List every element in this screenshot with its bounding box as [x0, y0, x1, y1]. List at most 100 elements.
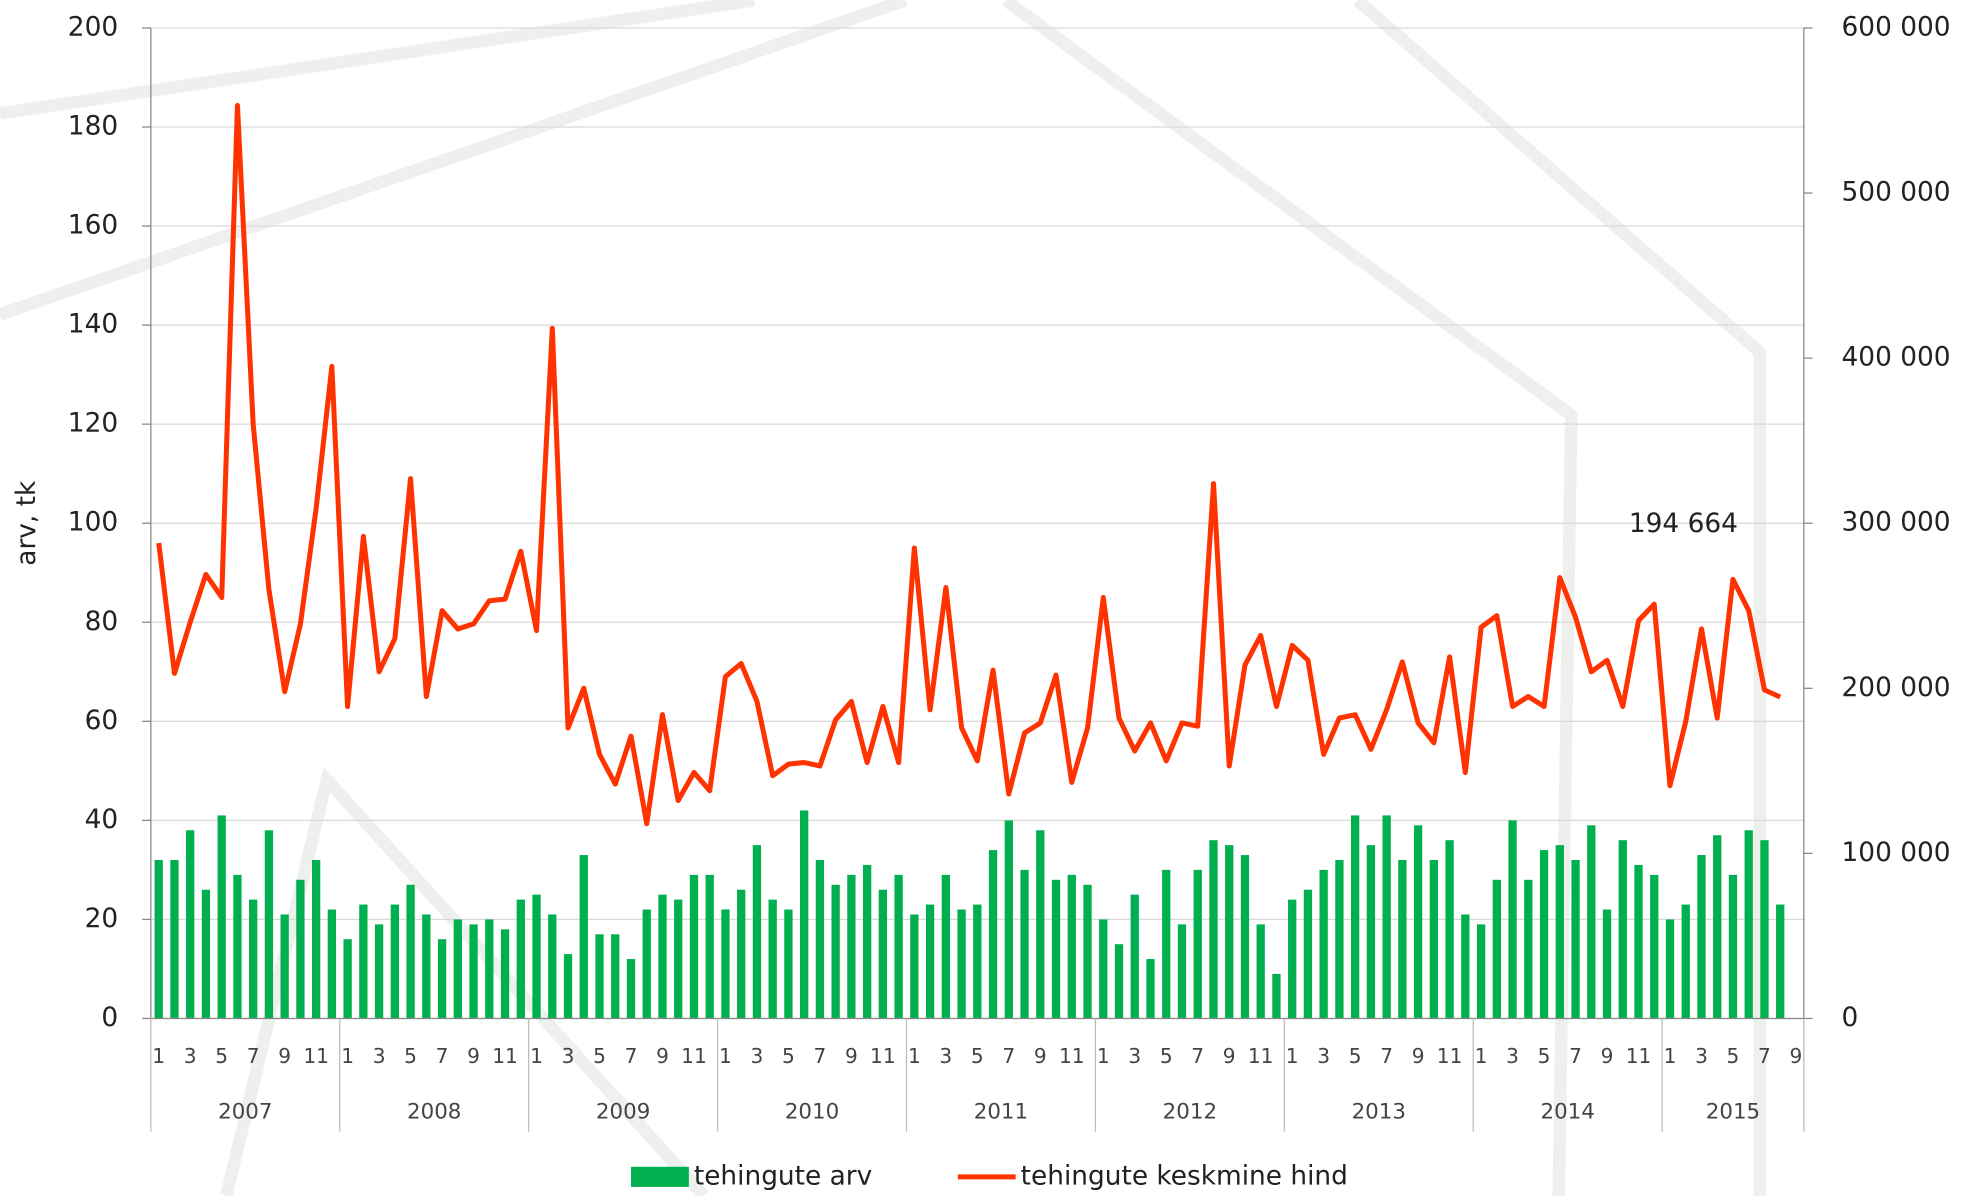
bar: [1114, 944, 1124, 1019]
bar: [1697, 855, 1706, 1019]
bar: [1351, 815, 1360, 1019]
data-label: 194 664: [1629, 509, 1738, 539]
bar: [1209, 840, 1218, 1019]
bar: [1225, 845, 1234, 1019]
bar: [1728, 874, 1738, 1019]
x-tick-label: 5: [593, 1044, 606, 1068]
bar: [831, 884, 840, 1019]
x-tick-label: 11: [681, 1044, 707, 1068]
bar: [280, 914, 289, 1019]
bar: [437, 939, 447, 1019]
y2-tick-label: 200 000: [1842, 673, 1951, 703]
background-pattern: [0, 0, 1767, 1200]
bar: [469, 924, 478, 1019]
x-tick-label: 3: [184, 1044, 197, 1068]
x-tick-label: 5: [1727, 1044, 1740, 1068]
bar: [815, 859, 825, 1019]
x-tick-label: 7: [625, 1044, 638, 1068]
bar: [1650, 874, 1659, 1019]
bar: [1681, 904, 1690, 1019]
bar: [563, 954, 573, 1019]
bar: [154, 859, 163, 1019]
bar: [390, 904, 400, 1019]
x-tick-label: 7: [436, 1044, 449, 1068]
x-tick-label: 1: [341, 1044, 354, 1068]
y2-tick-label: 600 000: [1842, 12, 1951, 42]
bar: [894, 874, 903, 1019]
bar: [768, 899, 777, 1019]
bar: [752, 845, 762, 1019]
bar: [1272, 973, 1281, 1019]
bar: [453, 919, 462, 1019]
bar: [485, 919, 494, 1019]
bar: [422, 914, 431, 1019]
bar: [264, 830, 274, 1019]
x-tick-label: 5: [215, 1044, 228, 1068]
bar: [359, 904, 368, 1019]
bar: [1398, 859, 1407, 1019]
x-tick-label: 7: [247, 1044, 260, 1068]
y2-tick-label: 300 000: [1842, 508, 1951, 538]
bar: [1571, 859, 1580, 1019]
x-tick-label: 11: [1059, 1044, 1085, 1068]
x-tick-label: 11: [1626, 1044, 1652, 1068]
y-tick-label: 160: [68, 211, 118, 241]
x-tick-label: 5: [404, 1044, 417, 1068]
bar: [988, 850, 998, 1019]
bar: [1366, 845, 1376, 1019]
bar: [626, 959, 636, 1019]
bar: [1587, 825, 1596, 1019]
x-tick-label: 11: [1437, 1044, 1463, 1068]
bar: [1099, 919, 1108, 1019]
bar: [579, 855, 588, 1019]
bar: [705, 874, 714, 1019]
bar: [957, 909, 966, 1019]
x-group-label: 2011: [974, 1100, 1028, 1125]
bar: [1539, 850, 1549, 1019]
bar: [642, 909, 651, 1019]
bar: [406, 884, 415, 1019]
x-tick-label: 7: [1002, 1044, 1015, 1068]
x-group-label: 2008: [407, 1100, 461, 1125]
bar: [1130, 894, 1139, 1019]
x-tick-label: 3: [373, 1044, 386, 1068]
line: [156, 102, 1782, 827]
bar: [516, 899, 525, 1019]
bar: [1618, 840, 1627, 1019]
bar: [1036, 830, 1045, 1019]
y-tick-label: 100: [68, 508, 118, 538]
bar: [737, 889, 746, 1019]
bar: [1429, 859, 1439, 1019]
x-tick-label: 7: [1380, 1044, 1393, 1068]
bar: [941, 874, 950, 1019]
bar: [217, 815, 226, 1019]
bar: [1776, 904, 1785, 1019]
x-tick-label: 1: [152, 1044, 165, 1068]
bar: [1256, 924, 1265, 1019]
bar: [658, 894, 667, 1019]
x-tick-label: 3: [1506, 1044, 1519, 1068]
bar: [1382, 815, 1391, 1019]
x-tick-label: 9: [1223, 1044, 1236, 1068]
x-tick-label: 11: [303, 1044, 329, 1068]
x-group-label: 2014: [1540, 1100, 1594, 1125]
bar: [1162, 869, 1171, 1019]
x-tick-label: 7: [1569, 1044, 1582, 1068]
x-tick-label: 9: [1601, 1044, 1614, 1068]
bar: [296, 879, 305, 1019]
bar: [1004, 820, 1013, 1019]
bar: [1461, 914, 1470, 1019]
bar: [500, 929, 510, 1019]
x-tick-label: 7: [1191, 1044, 1204, 1068]
bar: [1146, 959, 1155, 1019]
bar: [973, 904, 982, 1019]
bar: [1413, 825, 1423, 1019]
bar: [1083, 884, 1092, 1019]
x-tick-label: 7: [1758, 1044, 1771, 1068]
bar: [800, 810, 809, 1019]
bar: [1665, 919, 1675, 1019]
x-group-label: 2013: [1352, 1100, 1406, 1125]
x-tick-label: 9: [278, 1044, 291, 1068]
bar: [1177, 924, 1187, 1019]
bar: [1524, 879, 1533, 1019]
